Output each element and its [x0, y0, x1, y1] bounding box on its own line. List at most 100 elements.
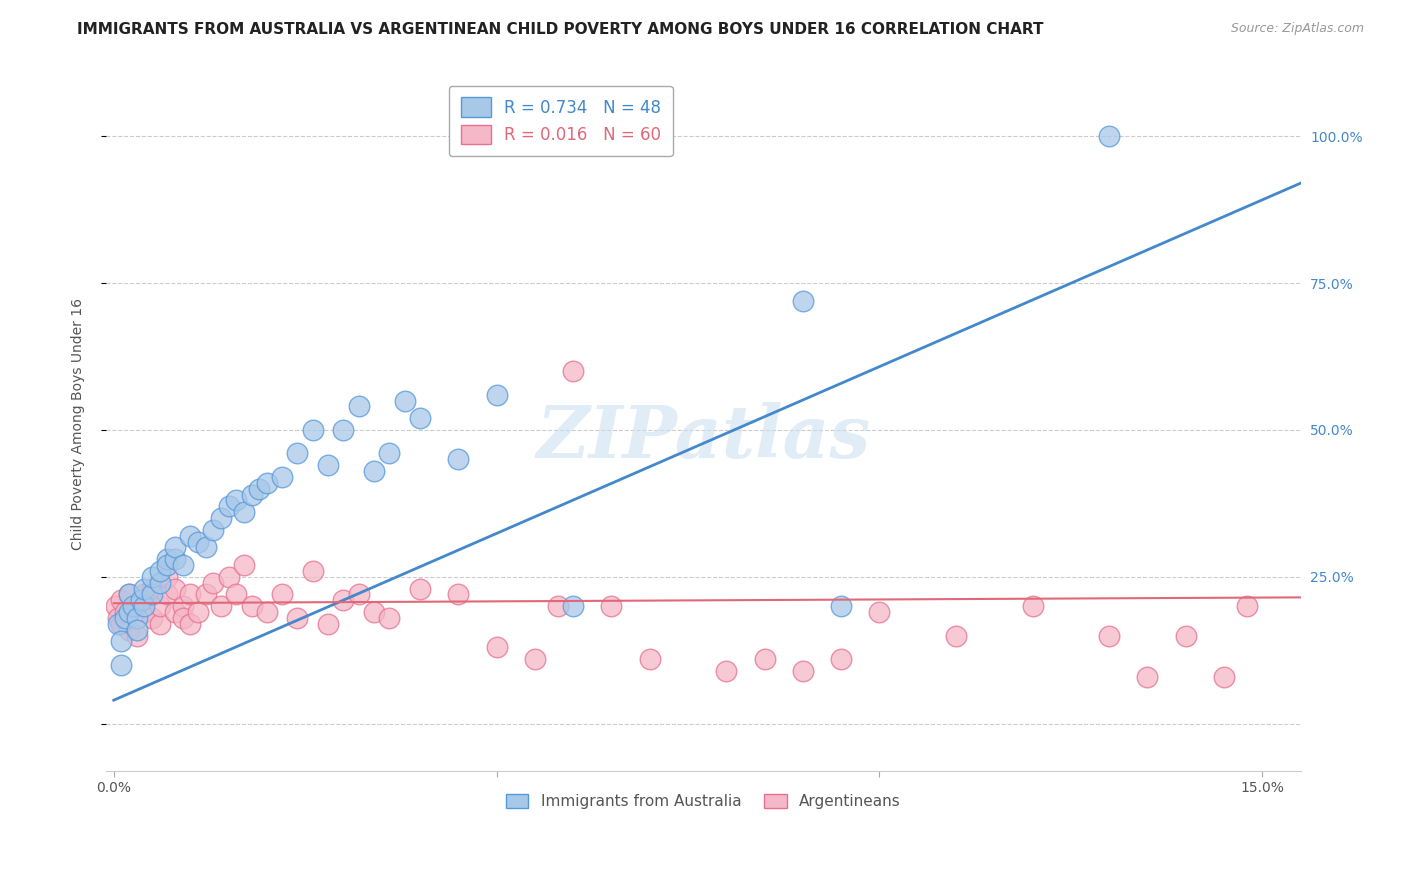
- Point: [256, 475, 278, 490]
- Point: [523, 652, 546, 666]
- Point: [225, 587, 247, 601]
- Point: [232, 558, 254, 572]
- Point: [1098, 129, 1121, 144]
- Point: [163, 582, 186, 596]
- Point: [110, 634, 132, 648]
- Point: [118, 587, 141, 601]
- Point: [485, 387, 508, 401]
- Point: [945, 629, 967, 643]
- Point: [110, 657, 132, 672]
- Point: [316, 616, 339, 631]
- Point: [125, 611, 148, 625]
- Point: [332, 423, 354, 437]
- Point: [638, 652, 661, 666]
- Point: [287, 446, 309, 460]
- Point: [347, 400, 370, 414]
- Point: [156, 570, 179, 584]
- Point: [141, 611, 163, 625]
- Point: [1021, 599, 1043, 614]
- Point: [163, 541, 186, 555]
- Point: [1174, 629, 1197, 643]
- Point: [149, 599, 172, 614]
- Point: [378, 611, 401, 625]
- Point: [114, 605, 136, 619]
- Point: [562, 599, 585, 614]
- Point: [600, 599, 623, 614]
- Point: [187, 605, 209, 619]
- Point: [240, 599, 263, 614]
- Point: [271, 470, 294, 484]
- Point: [179, 529, 201, 543]
- Point: [240, 487, 263, 501]
- Point: [172, 611, 194, 625]
- Point: [107, 616, 129, 631]
- Point: [125, 629, 148, 643]
- Point: [179, 616, 201, 631]
- Point: [194, 541, 217, 555]
- Point: [1098, 629, 1121, 643]
- Point: [172, 558, 194, 572]
- Point: [218, 570, 240, 584]
- Point: [129, 593, 152, 607]
- Text: Source: ZipAtlas.com: Source: ZipAtlas.com: [1230, 22, 1364, 36]
- Point: [830, 652, 852, 666]
- Point: [149, 564, 172, 578]
- Point: [485, 640, 508, 655]
- Point: [868, 605, 890, 619]
- Point: [114, 611, 136, 625]
- Point: [163, 605, 186, 619]
- Point: [1213, 670, 1236, 684]
- Point: [363, 464, 385, 478]
- Point: [141, 587, 163, 601]
- Point: [141, 582, 163, 596]
- Text: ZIPatlas: ZIPatlas: [536, 402, 870, 474]
- Point: [792, 293, 814, 308]
- Point: [547, 599, 569, 614]
- Point: [149, 616, 172, 631]
- Text: IMMIGRANTS FROM AUSTRALIA VS ARGENTINEAN CHILD POVERTY AMONG BOYS UNDER 16 CORRE: IMMIGRANTS FROM AUSTRALIA VS ARGENTINEAN…: [77, 22, 1043, 37]
- Point: [202, 523, 225, 537]
- Point: [1136, 670, 1159, 684]
- Point: [141, 570, 163, 584]
- Point: [409, 411, 432, 425]
- Point: [301, 564, 323, 578]
- Point: [830, 599, 852, 614]
- Point: [447, 587, 470, 601]
- Point: [363, 605, 385, 619]
- Y-axis label: Child Poverty Among Boys Under 16: Child Poverty Among Boys Under 16: [72, 298, 86, 550]
- Point: [378, 446, 401, 460]
- Point: [225, 493, 247, 508]
- Point: [256, 605, 278, 619]
- Point: [209, 511, 232, 525]
- Point: [409, 582, 432, 596]
- Point: [163, 552, 186, 566]
- Point: [754, 652, 776, 666]
- Point: [105, 599, 128, 614]
- Point: [301, 423, 323, 437]
- Point: [394, 393, 416, 408]
- Point: [125, 599, 148, 614]
- Point: [792, 664, 814, 678]
- Point: [209, 599, 232, 614]
- Point: [125, 623, 148, 637]
- Point: [247, 482, 270, 496]
- Point: [172, 599, 194, 614]
- Point: [194, 587, 217, 601]
- Point: [118, 605, 141, 619]
- Point: [156, 552, 179, 566]
- Point: [271, 587, 294, 601]
- Point: [134, 599, 156, 614]
- Point: [347, 587, 370, 601]
- Point: [156, 558, 179, 572]
- Point: [187, 534, 209, 549]
- Point: [202, 575, 225, 590]
- Point: [1236, 599, 1258, 614]
- Point: [118, 587, 141, 601]
- Point: [134, 582, 156, 596]
- Point: [562, 364, 585, 378]
- Point: [447, 452, 470, 467]
- Point: [134, 605, 156, 619]
- Point: [149, 575, 172, 590]
- Point: [118, 623, 141, 637]
- Point: [287, 611, 309, 625]
